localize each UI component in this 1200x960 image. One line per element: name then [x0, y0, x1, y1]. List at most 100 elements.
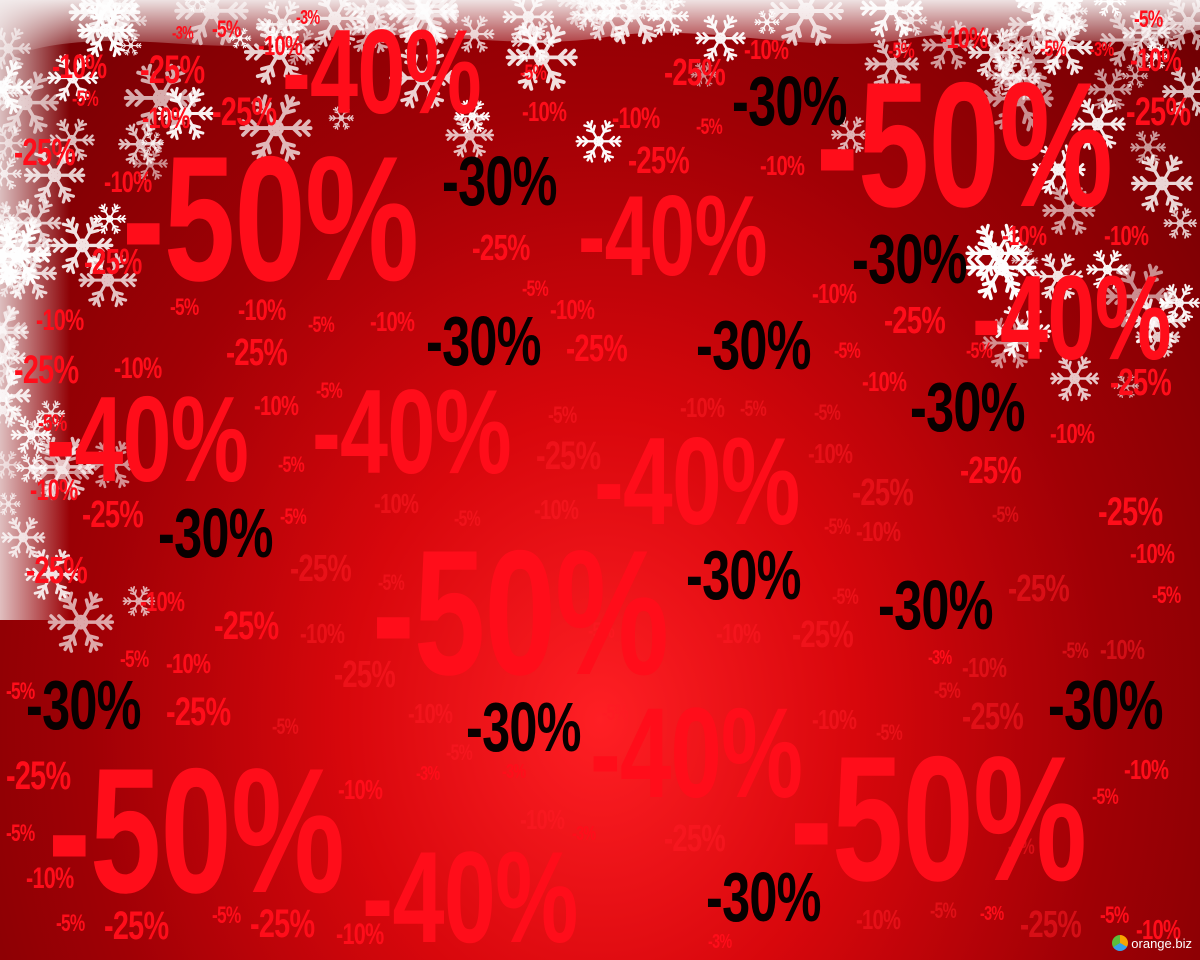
discount-label: -40% [282, 5, 482, 139]
discount-label: -25% [628, 140, 690, 182]
discount-label: -5% [930, 898, 957, 923]
discount-label: -10% [1136, 914, 1181, 945]
discount-label: -10% [30, 474, 78, 507]
discount-label: -5% [832, 584, 859, 609]
discount-label: -10% [166, 648, 211, 679]
snowflake-icon [1130, 154, 1194, 213]
discount-label: -50% [48, 731, 345, 930]
discount-label: -5% [740, 396, 767, 421]
discount-label: -3% [980, 903, 1004, 925]
discount-label: -10% [716, 618, 761, 649]
discount-label: -30% [696, 306, 812, 384]
snowflake-icon [1038, 0, 1080, 28]
discount-label: -5% [966, 338, 993, 363]
snowflake-icon [0, 59, 32, 115]
discount-label: -10% [370, 306, 415, 337]
discount-label: -3% [416, 763, 440, 785]
discount-label: -30% [706, 858, 822, 936]
discount-label: -5% [1134, 6, 1163, 33]
discount-label: -10% [962, 652, 1007, 683]
discount-label: -40% [590, 682, 803, 825]
discount-label: -30% [26, 666, 142, 744]
snowflake-icon [0, 392, 22, 428]
discount-label: -10% [408, 698, 453, 729]
discount-label: -25% [140, 48, 205, 92]
snowflake-icon [0, 305, 28, 351]
snowflake-icon [0, 240, 24, 284]
discount-label: -25% [250, 902, 315, 946]
discount-label: -5% [1040, 36, 1067, 61]
discount-label: -10% [374, 488, 419, 519]
discount-label: -25% [26, 550, 88, 592]
discount-label: -25% [962, 696, 1024, 738]
snowflake-icon [104, 1, 148, 41]
discount-label: -5% [992, 502, 1019, 527]
snowflake-icon [557, 0, 613, 26]
discount-label: -10% [856, 516, 901, 547]
discount-label: -25% [14, 348, 79, 392]
discount-label: -10% [1130, 42, 1182, 78]
discount-label: -10% [300, 618, 345, 649]
discount-label: -5% [38, 410, 67, 437]
discount-label: -10% [1050, 418, 1095, 449]
discount-label: -10% [238, 294, 286, 327]
discount-label: -50% [122, 119, 419, 318]
discount-label: -5% [696, 114, 723, 139]
discount-label: -10% [254, 390, 299, 421]
discount-label: -5% [446, 740, 473, 765]
discount-label: -10% [52, 48, 107, 86]
snowflake-icon [502, 0, 555, 41]
discount-label: -25% [664, 818, 726, 860]
discount-label: -30% [910, 368, 1026, 446]
discount-label: -25% [290, 548, 352, 590]
discount-label: -10% [1104, 220, 1149, 251]
discount-label: -5% [6, 820, 35, 847]
discount-label: -10% [760, 150, 805, 181]
discount-label: -5% [170, 294, 199, 321]
discount-label: -30% [686, 536, 802, 614]
snowflake-icon [0, 78, 19, 109]
discount-label: -10% [142, 102, 190, 135]
discount-label: -5% [588, 618, 615, 643]
discount-label: -5% [1092, 784, 1119, 809]
discount-label: -30% [732, 62, 848, 140]
discount-label: -5% [212, 16, 241, 43]
discount-label: -3% [172, 23, 194, 43]
discount-label: -40% [578, 173, 767, 300]
discount-label: -3% [572, 823, 596, 845]
discount-label: -25% [1020, 904, 1082, 946]
snowflake-icon [2, 265, 28, 290]
discount-label: -25% [214, 604, 279, 648]
snowflake-icon [0, 217, 53, 275]
snowflake-icon [1130, 130, 1166, 165]
snowflake-icon [1015, 0, 1083, 32]
discount-label: -25% [334, 654, 396, 696]
discount-label: -25% [1008, 568, 1070, 610]
discount-label: -50% [790, 719, 1087, 918]
discount-label: -25% [664, 52, 726, 94]
discount-label: -3% [1090, 39, 1114, 61]
discount-label: -3% [928, 647, 952, 669]
discount-label: -25% [536, 434, 601, 478]
discount-label: -10% [338, 774, 383, 805]
snowflake-icon [1163, 207, 1198, 239]
snowflake-icon [0, 76, 17, 105]
discount-label: -5% [1152, 582, 1181, 609]
snowflake-icon [78, 0, 138, 32]
snowflake-icon [68, 0, 141, 46]
discount-label: -10% [680, 392, 725, 423]
snowflake-icon [645, 0, 686, 21]
discount-label: -40% [46, 371, 249, 507]
discount-label: -5% [602, 700, 629, 725]
discount-label: -5% [1062, 638, 1089, 663]
snowflake-icon [0, 492, 21, 516]
snowflake-icon [0, 266, 28, 298]
discount-label: -10% [940, 22, 988, 55]
discount-label: -10% [1130, 538, 1175, 569]
snowflake-icon [633, 0, 664, 20]
discount-label: -5% [308, 312, 335, 337]
discount-label: -10% [140, 586, 185, 617]
discount-label: -5% [548, 402, 577, 429]
snowflake-icon [646, 0, 689, 36]
